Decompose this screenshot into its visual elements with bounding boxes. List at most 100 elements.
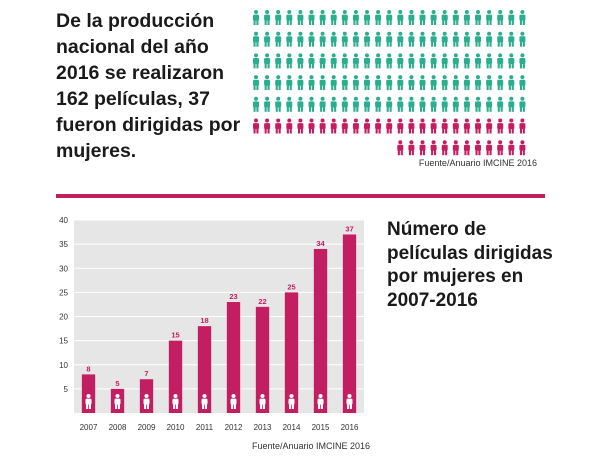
person-icon bbox=[319, 96, 326, 112]
person-icon bbox=[253, 10, 259, 25]
person-icon bbox=[508, 31, 515, 47]
headline: De la producción nacional del año 2016 s… bbox=[56, 10, 241, 162]
person-icon bbox=[386, 31, 393, 47]
person-icon bbox=[430, 10, 437, 25]
person-icon-highlight bbox=[253, 118, 259, 134]
person-icon bbox=[286, 53, 293, 69]
x-tick-label: 2011 bbox=[196, 423, 214, 432]
person-icon-highlight bbox=[441, 140, 448, 156]
pictogram bbox=[253, 10, 526, 156]
person-icon bbox=[430, 31, 437, 47]
person-icon bbox=[319, 53, 326, 69]
source-note-top: Fuente/Anuario IMCINE 2016 bbox=[418, 158, 537, 168]
bar bbox=[255, 306, 270, 413]
person-icon-highlight bbox=[264, 118, 271, 134]
person-icon-highlight bbox=[286, 118, 293, 134]
x-tick-label: 2016 bbox=[341, 423, 359, 432]
bar-value-label: 22 bbox=[258, 297, 266, 306]
person-icon-highlight bbox=[297, 118, 304, 134]
person-icon bbox=[341, 96, 348, 112]
person-icon-highlight bbox=[397, 140, 404, 156]
person-icon bbox=[253, 96, 259, 112]
person-icon bbox=[114, 394, 121, 409]
y-tick-label: 20 bbox=[59, 313, 68, 322]
person-icon bbox=[386, 75, 393, 91]
x-tick-label: 2013 bbox=[254, 423, 272, 432]
person-icon bbox=[386, 96, 393, 112]
person-icon bbox=[463, 53, 470, 69]
person-icon bbox=[508, 75, 515, 91]
source-note-bottom: Fuente/Anuario IMCINE 2016 bbox=[252, 441, 371, 451]
person-icon bbox=[463, 75, 470, 91]
person-icon bbox=[441, 10, 448, 25]
person-icon bbox=[452, 96, 459, 112]
bar bbox=[284, 292, 299, 413]
person-icon bbox=[275, 10, 282, 25]
person-icon bbox=[264, 75, 271, 91]
person-icon bbox=[201, 394, 208, 409]
person-icon bbox=[441, 75, 448, 91]
person-icon bbox=[508, 53, 515, 69]
person-icon bbox=[452, 10, 459, 25]
person-icon-highlight bbox=[463, 118, 470, 134]
person-icon bbox=[352, 31, 359, 47]
person-icon bbox=[475, 96, 481, 112]
person-icon-highlight bbox=[341, 118, 348, 134]
bar-value-label: 34 bbox=[316, 239, 325, 248]
person-icon bbox=[286, 10, 293, 25]
person-icon bbox=[475, 75, 481, 91]
person-icon bbox=[85, 394, 92, 409]
x-tick-label: 2012 bbox=[225, 423, 243, 432]
person-icon bbox=[297, 53, 304, 69]
person-icon-highlight bbox=[375, 118, 382, 134]
bar-value-label: 5 bbox=[115, 379, 119, 388]
person-icon bbox=[253, 75, 259, 91]
person-icon bbox=[441, 53, 448, 69]
person-icon bbox=[486, 96, 493, 112]
bar bbox=[197, 326, 212, 413]
x-tick-label: 2015 bbox=[312, 423, 330, 432]
person-icon bbox=[288, 394, 295, 409]
person-icon bbox=[519, 53, 526, 69]
person-icon bbox=[452, 31, 459, 47]
person-icon bbox=[230, 394, 237, 409]
person-icon bbox=[519, 96, 526, 112]
person-icon bbox=[441, 31, 448, 47]
person-icon bbox=[497, 31, 504, 47]
person-icon-highlight bbox=[452, 118, 459, 134]
person-icon-highlight bbox=[275, 118, 282, 134]
person-icon bbox=[375, 31, 382, 47]
person-icon bbox=[341, 75, 348, 91]
chart-title: Número de películas dirigidas por mujere… bbox=[387, 219, 553, 311]
person-icon bbox=[275, 53, 282, 69]
person-icon bbox=[330, 96, 337, 112]
person-icon bbox=[364, 31, 370, 47]
person-icon-highlight bbox=[397, 118, 404, 134]
person-icon bbox=[364, 53, 370, 69]
person-icon-highlight bbox=[330, 118, 337, 134]
person-icon bbox=[463, 96, 470, 112]
person-icon bbox=[497, 53, 504, 69]
person-icon-highlight bbox=[386, 118, 393, 134]
person-icon-highlight bbox=[419, 140, 426, 156]
person-icon bbox=[497, 75, 504, 91]
person-icon bbox=[264, 96, 271, 112]
person-icon bbox=[441, 96, 448, 112]
person-icon bbox=[330, 31, 337, 47]
person-icon bbox=[253, 31, 259, 47]
y-tick-label: 30 bbox=[59, 264, 68, 273]
person-icon bbox=[475, 31, 481, 47]
person-icon bbox=[386, 10, 393, 25]
person-icon bbox=[308, 10, 315, 25]
person-icon bbox=[519, 10, 526, 25]
person-icon-highlight bbox=[352, 118, 359, 134]
person-icon-highlight bbox=[519, 140, 526, 156]
person-icon-highlight bbox=[408, 118, 415, 134]
person-icon-highlight bbox=[519, 118, 526, 134]
person-icon-highlight bbox=[497, 140, 504, 156]
person-icon bbox=[319, 10, 326, 25]
person-icon bbox=[375, 96, 382, 112]
person-icon-highlight bbox=[497, 118, 504, 134]
person-icon-highlight bbox=[508, 118, 515, 134]
person-icon bbox=[330, 53, 337, 69]
